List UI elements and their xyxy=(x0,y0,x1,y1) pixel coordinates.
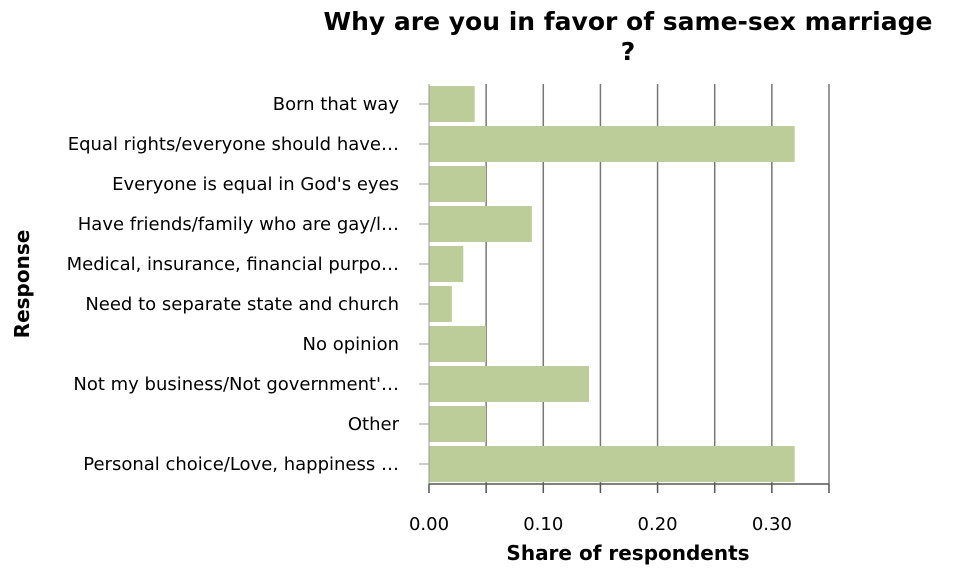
category-label: Equal rights/everyone should have… xyxy=(68,134,399,155)
x-tick-label: 0.00 xyxy=(409,514,449,535)
x-axis: 0.00 0.10 0.20 0.30 xyxy=(409,483,830,535)
category-label: Have friends/family who are gay/l… xyxy=(78,214,399,235)
category-label: Not my business/Not government'… xyxy=(73,374,399,395)
category-label: No opinion xyxy=(303,334,399,355)
bar xyxy=(429,446,795,482)
x-axis-title: Share of respondents xyxy=(506,541,749,565)
bar xyxy=(429,406,487,442)
category-label: Need to separate state and church xyxy=(85,294,399,315)
chart-title-line-1: Why are you in favor of same-sex marriag… xyxy=(324,7,933,36)
bar xyxy=(429,286,452,322)
x-tick-label: 0.20 xyxy=(638,514,678,535)
bar xyxy=(429,126,795,162)
bar xyxy=(429,206,532,242)
bar xyxy=(429,246,464,282)
x-tick-label: 0.10 xyxy=(523,514,563,535)
category-label: Personal choice/Love, happiness … xyxy=(83,454,399,475)
bar xyxy=(429,326,487,362)
category-label: Born that way xyxy=(273,94,400,115)
category-label: Medical, insurance, financial purpo… xyxy=(67,254,399,275)
bar xyxy=(429,366,589,402)
x-tick-label: 0.30 xyxy=(752,514,792,535)
bar xyxy=(429,166,487,202)
y-axis-title: Response xyxy=(10,230,34,339)
category-label: Everyone is equal in God's eyes xyxy=(112,174,399,195)
chart-title-line-2: ? xyxy=(621,37,636,66)
bars xyxy=(429,86,795,482)
category-label: Other xyxy=(348,414,400,435)
bar xyxy=(429,86,475,122)
y-axis: Born that way Equal rights/everyone shoul… xyxy=(67,84,430,484)
